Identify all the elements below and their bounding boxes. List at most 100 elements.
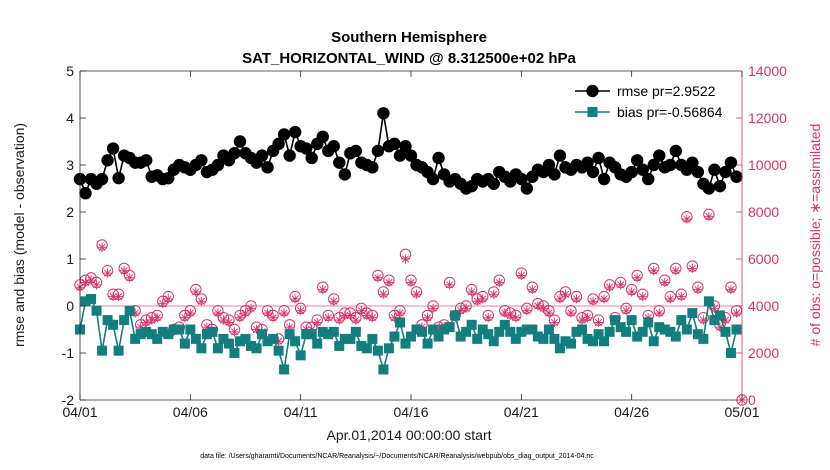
asterisk-stroke (589, 297, 597, 305)
obs-assimilated-marker (91, 280, 102, 290)
bias-marker (246, 340, 257, 351)
asterisk-stroke (606, 283, 614, 291)
bias-marker (130, 333, 141, 344)
bias-marker (168, 324, 179, 335)
plot-background (80, 71, 742, 400)
obs-assimilated-marker (411, 289, 422, 299)
obs-assimilated-marker (605, 282, 615, 292)
bias-marker (152, 333, 163, 344)
asterisk-stroke (512, 314, 520, 322)
asterisk-stroke (429, 304, 437, 312)
bias-marker (290, 336, 301, 347)
obs-assimilated-marker (522, 306, 532, 316)
bias-marker (190, 333, 201, 344)
obs-assimilated-marker (229, 327, 240, 337)
rmse-marker (366, 161, 379, 174)
asterisk-stroke (181, 314, 189, 322)
y-axis-label-right: # of obs: o=possible; ∗=assimilated (807, 124, 823, 347)
bias-marker (444, 322, 455, 333)
obs-assimilated-marker (334, 315, 344, 325)
rmse-marker (404, 149, 418, 162)
asterisk-stroke (617, 281, 625, 289)
bias-marker (621, 326, 632, 337)
rmse-marker (255, 149, 269, 162)
asterisk-stroke (567, 309, 575, 317)
rmse-marker (686, 156, 699, 169)
bias-marker (665, 326, 676, 337)
bias-marker (681, 324, 692, 335)
asterisk-stroke (297, 307, 305, 315)
rmse-marker (708, 163, 721, 176)
asterisk-stroke (98, 243, 106, 251)
obs-assimilated-marker (180, 313, 190, 323)
obs-assimilated-marker (125, 273, 135, 283)
obs-assimilated-marker (489, 289, 499, 299)
bias-marker (273, 345, 284, 356)
bias-marker (527, 324, 538, 335)
asterisk-stroke (484, 314, 492, 322)
asterisk-stroke (104, 269, 112, 277)
asterisk-stroke (390, 314, 399, 322)
asterisk-stroke (225, 318, 233, 327)
legend[interactable]: rmse pr=2.9522 bias pr=-0.56864 (575, 83, 723, 120)
asterisk-stroke (368, 314, 376, 322)
bias-marker (610, 315, 621, 326)
bias-marker (428, 324, 439, 335)
asterisk-stroke (655, 309, 663, 317)
bias-marker (174, 324, 185, 335)
rmse-marker (299, 142, 313, 155)
bias-marker (439, 324, 450, 335)
obs-assimilated-marker (676, 292, 686, 302)
bias-marker (279, 364, 290, 375)
obs-assimilated-marker (196, 296, 206, 306)
obs-assimilated-marker (516, 270, 526, 281)
bias-marker (135, 329, 146, 340)
bias-marker (692, 329, 703, 340)
x-axis-label: Apr.01,2014 00:00:00 start (326, 427, 491, 443)
x-tick-label: 04/06 (173, 404, 208, 420)
asterisk-stroke (628, 288, 636, 296)
bias-marker (334, 340, 345, 351)
bias-marker (417, 326, 428, 337)
asterisk-stroke (423, 314, 432, 322)
y-tick-label-right: 2000 (748, 345, 779, 361)
obs-assimilated-marker (621, 306, 631, 316)
asterisk-stroke (192, 288, 200, 296)
asterisk-stroke (379, 290, 387, 298)
bias-marker (560, 336, 571, 347)
rmse-marker (691, 165, 705, 179)
bias-marker (588, 336, 599, 347)
asterisk-stroke (694, 285, 702, 294)
bias-marker (725, 348, 736, 358)
x-tick-label: 04/16 (393, 404, 428, 420)
obs-assimilated-marker (400, 254, 411, 264)
bias-marker (367, 333, 378, 344)
y-tick-label-right: 0 (748, 392, 756, 408)
asterisk-stroke (583, 314, 592, 322)
asterisk-stroke (341, 311, 349, 319)
asterisk-stroke (385, 278, 393, 287)
bias-marker (146, 329, 157, 340)
bias-marker (119, 315, 130, 326)
asterisk-stroke (407, 278, 415, 287)
rmse-marker (520, 182, 534, 195)
obs-assimilated-marker (632, 273, 642, 283)
obs-assimilated-marker (445, 280, 455, 290)
bias-marker (372, 345, 383, 356)
rmse-marker (388, 137, 401, 151)
obs-assimilated-marker (384, 277, 394, 288)
bias-series (75, 293, 742, 375)
bias-marker (411, 324, 422, 335)
x-tick-label: 04/21 (504, 404, 539, 420)
obs-assimilated-marker (246, 303, 256, 313)
obs-assimilated-marker (114, 292, 124, 302)
asterisk-stroke (462, 304, 470, 312)
bias-marker (599, 336, 610, 347)
rmse-marker (426, 172, 440, 186)
asterisk-stroke (721, 316, 730, 324)
asterisk-stroke (688, 264, 696, 272)
asterisk-stroke (561, 290, 570, 298)
bias-marker (709, 315, 720, 326)
asterisk-stroke (727, 285, 735, 294)
bias-marker (643, 317, 654, 328)
